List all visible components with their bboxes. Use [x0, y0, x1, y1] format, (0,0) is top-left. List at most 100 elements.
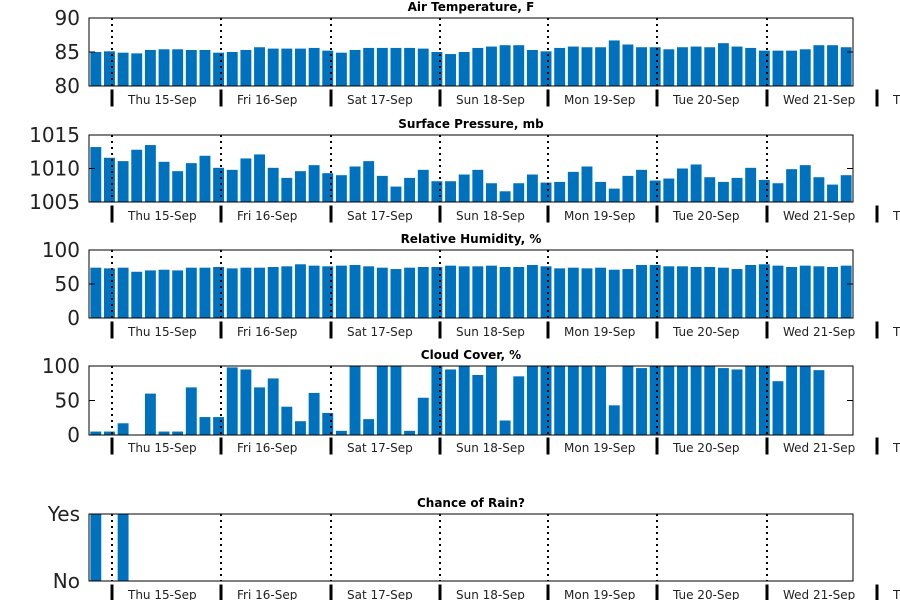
air-temperature-bar	[404, 47, 416, 86]
air-temperature-bar	[554, 47, 566, 86]
air-temperature-bar	[472, 47, 484, 86]
surface-pressure-ytick-label: 1015	[29, 123, 80, 147]
air-temperature-day-label: Mon 19-Sep	[564, 93, 635, 107]
relative-humidity-bar	[540, 266, 552, 318]
air-temperature-bar	[295, 48, 306, 86]
cloud-cover-ytick-label: 100	[42, 354, 80, 378]
surface-pressure-day-label: Fri 16-Sep	[237, 209, 297, 223]
air-temperature-bar	[486, 46, 497, 86]
cloud-cover-bar	[404, 430, 416, 435]
surface-pressure-bar	[131, 149, 143, 202]
relative-humidity-bar	[677, 266, 688, 318]
surface-pressure-bar	[799, 165, 811, 202]
relative-humidity-bar	[431, 267, 443, 318]
relative-humidity-bar	[513, 267, 525, 318]
surface-pressure-bar	[349, 166, 361, 202]
relative-humidity-bar	[417, 267, 429, 318]
relative-humidity-bar	[608, 269, 620, 318]
relative-humidity-bar	[499, 267, 511, 318]
surface-pressure-bar	[213, 167, 225, 202]
relative-humidity-bar	[117, 267, 129, 318]
cloud-cover-bar	[226, 367, 238, 435]
relative-humidity-bar	[554, 268, 566, 318]
relative-humidity-bar	[104, 268, 115, 318]
cloud-cover-bar	[622, 366, 634, 435]
air-temperature-bar	[199, 49, 211, 86]
air-temperature-bar	[226, 52, 238, 86]
surface-pressure-bar	[772, 183, 784, 202]
chance-of-rain-day-label: Sun 18-Sep	[456, 588, 525, 600]
relative-humidity-bar	[663, 266, 675, 318]
air-temperature-bar	[827, 45, 838, 86]
air-temperature-day-label: Thu 15-Sep	[127, 93, 197, 107]
surface-pressure-bar	[104, 157, 115, 202]
cloud-cover-bar	[649, 366, 661, 435]
relative-humidity-bar	[581, 268, 593, 318]
cloud-cover-day-label: Th	[892, 441, 900, 455]
cloud-cover-bar	[472, 374, 484, 435]
surface-pressure-bar	[90, 147, 102, 202]
relative-humidity-bar	[226, 268, 238, 318]
surface-pressure-bar	[649, 180, 661, 202]
relative-humidity-bar	[281, 266, 293, 318]
cloud-cover-bar	[499, 420, 511, 435]
relative-humidity-bar	[199, 267, 211, 318]
relative-humidity-bar	[376, 267, 388, 318]
cloud-cover-ytick-label: 50	[55, 389, 80, 413]
cloud-cover-bar	[581, 366, 593, 435]
surface-pressure-bar	[486, 183, 497, 202]
air-temperature-bar	[677, 47, 688, 86]
surface-pressure-bar	[363, 161, 375, 202]
relative-humidity-bar	[240, 267, 252, 318]
surface-pressure-bar	[226, 169, 238, 202]
air-temperature-bar	[281, 48, 293, 86]
cloud-cover-bar	[540, 366, 552, 435]
relative-humidity-bar	[458, 266, 470, 318]
air-temperature-bar	[499, 45, 511, 86]
surface-pressure-bar	[758, 179, 770, 202]
relative-humidity-day-label: Tue 20-Sep	[672, 325, 740, 339]
surface-pressure-bar	[840, 175, 852, 202]
air-temperature-day-label: Tue 20-Sep	[672, 93, 740, 107]
relative-humidity-bar	[799, 265, 811, 318]
air-temperature-bar	[540, 51, 552, 86]
cloud-cover-bar	[595, 366, 607, 435]
air-temperature-bar	[144, 49, 156, 86]
cloud-cover-day-label: Tue 20-Sep	[672, 441, 740, 455]
cloud-cover-bar	[799, 366, 811, 435]
air-temperature-bar	[840, 47, 852, 86]
chance-of-rain-bar	[117, 514, 129, 581]
relative-humidity-bar	[308, 265, 320, 318]
surface-pressure-bar	[677, 168, 688, 202]
relative-humidity-bar	[745, 264, 757, 318]
relative-humidity-day-label: Fri 16-Sep	[237, 325, 297, 339]
relative-humidity-bar	[690, 267, 702, 318]
surface-pressure-bar	[404, 177, 416, 202]
air-temperature-bar	[622, 44, 634, 86]
surface-pressure-day-label: Sat 17-Sep	[347, 209, 413, 223]
cloud-cover-bar	[213, 417, 225, 435]
cloud-cover-bar	[554, 366, 566, 435]
air-temperature-bar	[322, 50, 334, 86]
cloud-cover-bar	[772, 381, 784, 435]
air-temperature-bar	[308, 47, 320, 86]
relative-humidity-bar	[472, 266, 484, 318]
relative-humidity-bar	[213, 267, 225, 318]
surface-pressure-day-label: Sun 18-Sep	[456, 209, 525, 223]
relative-humidity-bar	[636, 264, 647, 318]
chance-of-rain-day-label: Fri 16-Sep	[237, 588, 297, 600]
cloud-cover-bar	[185, 387, 197, 435]
surface-pressure-bar	[144, 145, 156, 202]
air-temperature-bar	[131, 53, 143, 86]
surface-pressure-bar	[322, 173, 334, 202]
relative-humidity-bar	[144, 270, 156, 318]
surface-pressure-bar	[663, 178, 675, 202]
cloud-cover-bar	[786, 366, 798, 435]
cloud-cover-bar	[704, 366, 716, 435]
cloud-cover-bar	[90, 431, 102, 435]
cloud-cover-bar	[690, 366, 702, 435]
air-temperature-bar	[445, 54, 456, 86]
air-temperature-bar	[704, 47, 716, 86]
surface-pressure-bar	[717, 181, 729, 202]
